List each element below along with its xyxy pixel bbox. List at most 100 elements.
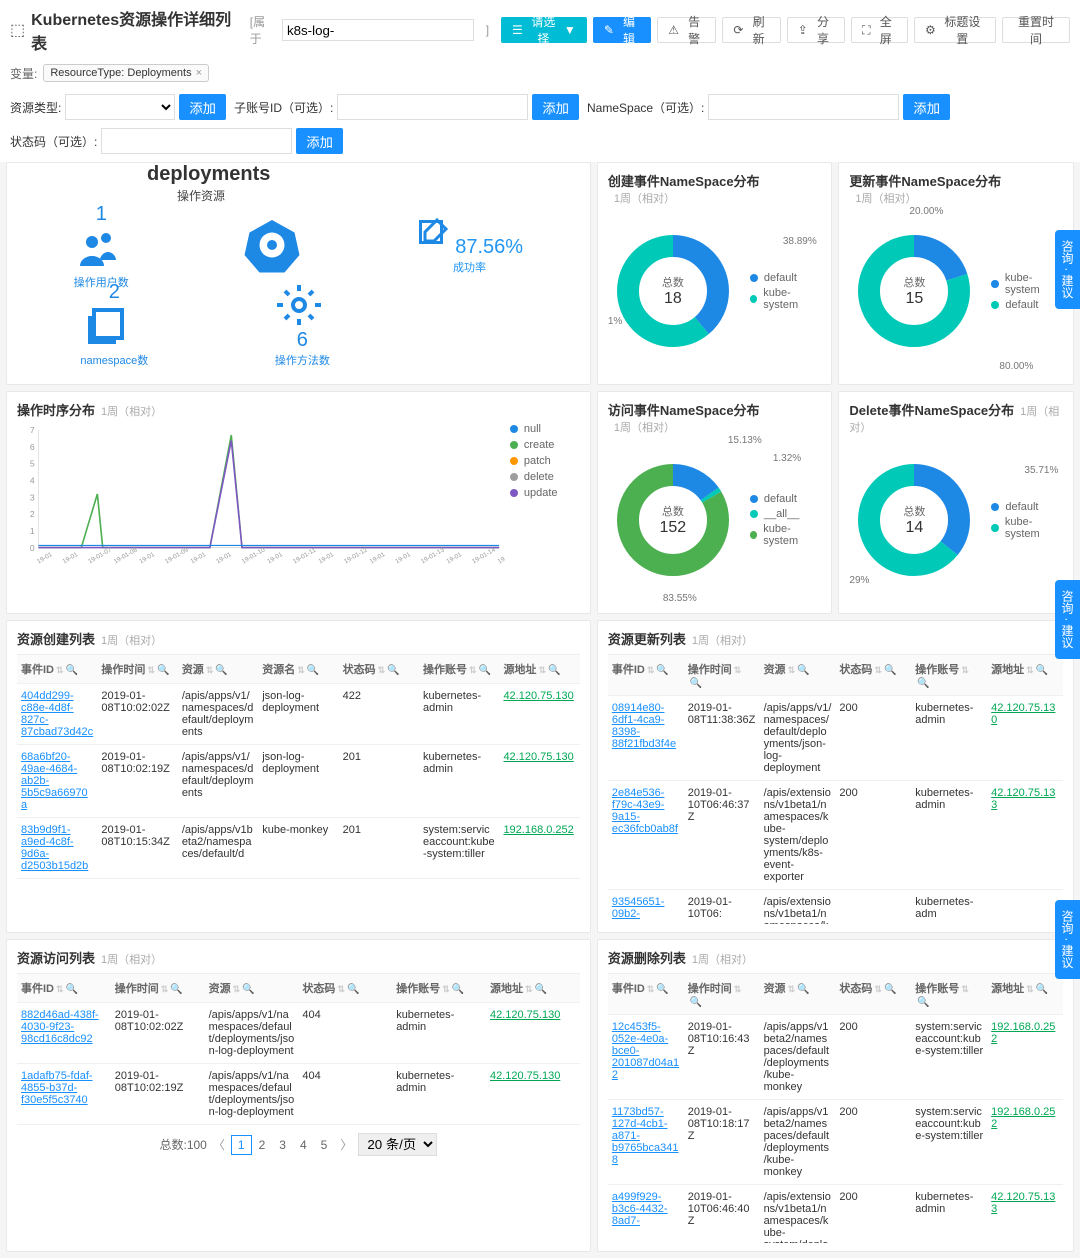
donut-update-panel: 更新事件NameSpace分布1周（相对） 总数15kube-systemdef… (838, 162, 1074, 385)
legend-item[interactable]: default (991, 299, 1063, 311)
table-header[interactable]: 事件ID⇅🔍 (608, 974, 684, 1015)
table-cell: /apis/apps/v1/namespaces/default/deploym… (760, 696, 836, 781)
resource-type-select[interactable] (65, 94, 175, 120)
edit-button[interactable]: ✎ 编辑 (593, 17, 651, 43)
alert-button[interactable]: ⚠ 告警 (657, 17, 716, 43)
add-resource-type-button[interactable]: 添加 (179, 94, 226, 120)
table-cell[interactable]: 93545651-09b2- (608, 890, 684, 925)
add-namespace-button[interactable]: 添加 (903, 94, 950, 120)
table-header[interactable]: 资源名⇅🔍 (258, 655, 338, 684)
table-header[interactable]: 状态码⇅🔍 (835, 655, 911, 696)
table-header[interactable]: 源地址⇅🔍 (499, 655, 579, 684)
legend-item[interactable]: delete (510, 471, 580, 483)
select-button[interactable]: ☰ 请选择 ▼ (501, 17, 587, 43)
table-header[interactable]: 操作账号⇅🔍 (392, 974, 486, 1003)
page-next[interactable]: 〉 (340, 1136, 352, 1153)
table-cell[interactable]: 42.120.75.133 (987, 1185, 1063, 1244)
namespace-input[interactable] (708, 94, 899, 120)
page-number[interactable]: 1 (231, 1135, 252, 1155)
table-cell[interactable]: 08914e80-6df1-4ca9-8398-88f21fbd3f4e (608, 696, 684, 781)
table-header[interactable]: 资源⇅🔍 (760, 974, 836, 1015)
table-cell[interactable]: 42.120.75.130 (486, 1003, 580, 1064)
title-settings-button[interactable]: ⚙ 标题设置 (914, 17, 996, 43)
table-header[interactable]: 源地址⇅🔍 (486, 974, 580, 1003)
legend-item[interactable]: kube-system (750, 287, 822, 311)
table-header[interactable]: 状态码⇅🔍 (835, 974, 911, 1015)
legend-item[interactable]: create (510, 439, 580, 451)
table-cell[interactable]: 192.168.0.252 (499, 818, 579, 879)
page-number[interactable]: 3 (272, 1135, 293, 1155)
table-cell: system:serviceaccount:kube-system:tiller (419, 818, 499, 879)
page-prev[interactable]: 〈 (213, 1136, 225, 1153)
table-cell[interactable]: 1adafb75-fdaf-4855-b37d-f30e5f5c3740 (17, 1064, 111, 1125)
share-button[interactable]: ⇪ 分享 (787, 17, 845, 43)
donut-access-title: 访问事件NameSpace分布 (608, 403, 760, 418)
table-header[interactable]: 操作时间⇅🔍 (684, 974, 760, 1015)
table-header[interactable]: 事件ID⇅🔍 (17, 655, 97, 684)
table-header[interactable]: 资源⇅🔍 (205, 974, 299, 1003)
feedback-tab-3[interactable]: 咨询 · 建议 (1055, 900, 1080, 979)
table-header[interactable]: 事件ID⇅🔍 (608, 655, 684, 696)
table-header[interactable]: 资源⇅🔍 (178, 655, 258, 684)
table-header[interactable]: 操作时间⇅🔍 (97, 655, 177, 684)
reset-time-button[interactable]: 重置时间 (1002, 17, 1070, 43)
legend-item[interactable]: default (991, 501, 1063, 513)
legend-item[interactable]: default (750, 493, 822, 505)
table-row: 12c453f5-052e-4e0a-bce0-201087d04a122019… (608, 1015, 1063, 1100)
belong-input[interactable] (282, 19, 474, 41)
feedback-tab-2[interactable]: 咨询 · 建议 (1055, 580, 1080, 659)
metric-users-label: 操作用户数 (74, 274, 129, 290)
table-cell[interactable]: 404dd299-c88e-4d8f-827c-87cbad73d42c (17, 684, 97, 745)
page-number[interactable]: 5 (314, 1135, 335, 1155)
table-cell[interactable]: 83b9d9f1-a9ed-4c8f-9d6a-d2503b15d2b (17, 818, 97, 879)
table-header[interactable]: 操作账号⇅🔍 (911, 974, 987, 1015)
table-cell: kubernetes-admin (419, 684, 499, 745)
page-number[interactable]: 4 (293, 1135, 314, 1155)
legend-item[interactable]: null (510, 423, 580, 435)
table-header[interactable]: 状态码⇅🔍 (339, 655, 419, 684)
table-cell[interactable]: 192.168.0.252 (987, 1015, 1063, 1100)
legend-item[interactable]: kube-system (750, 523, 822, 547)
table-header[interactable]: 源地址⇅🔍 (987, 974, 1063, 1015)
table-header[interactable]: 操作时间⇅🔍 (111, 974, 205, 1003)
table-cell[interactable]: a499f929-b3c6-4432-8ad7- (608, 1185, 684, 1244)
table-cell[interactable]: 1173bd57-127d-4cb1-a871-b9765bca3418 (608, 1100, 684, 1185)
legend-item[interactable]: patch (510, 455, 580, 467)
legend-item[interactable]: kube-system (991, 516, 1063, 540)
table-header[interactable]: 操作时间⇅🔍 (684, 655, 760, 696)
feedback-tab-1[interactable]: 咨询 · 建议 (1055, 230, 1080, 309)
table-cell[interactable]: 12c453f5-052e-4e0a-bce0-201087d04a12 (608, 1015, 684, 1100)
legend-item[interactable]: __all__ (750, 508, 822, 520)
table-cell[interactable]: 42.120.75.130 (499, 684, 579, 745)
table-header[interactable]: 状态码⇅🔍 (298, 974, 392, 1003)
table-cell[interactable]: 42.120.75.130 (987, 696, 1063, 781)
table-cell[interactable]: 42.120.75.130 (486, 1064, 580, 1125)
table-header[interactable]: 操作账号⇅🔍 (911, 655, 987, 696)
table-cell[interactable]: 42.120.75.130 (499, 745, 579, 818)
table-header[interactable]: 源地址⇅🔍 (987, 655, 1063, 696)
refresh-button[interactable]: ⟳ 刷新 (722, 17, 780, 43)
table-cell[interactable]: 68a6bf20-49ae-4684-ab2b-5b5c9a66970a (17, 745, 97, 818)
legend-item[interactable]: kube-system (991, 272, 1063, 296)
namespace-label: NameSpace（可选）: (587, 99, 704, 116)
legend-item[interactable]: default (750, 272, 822, 284)
fullscreen-button[interactable]: ⛶ 全屏 (851, 17, 908, 43)
table-header[interactable]: 资源⇅🔍 (760, 655, 836, 696)
status-code-input[interactable] (101, 128, 292, 154)
close-icon[interactable]: × (196, 67, 202, 79)
add-status-code-button[interactable]: 添加 (296, 128, 343, 154)
per-page-select[interactable]: 20 条/页 (358, 1133, 437, 1156)
table-header[interactable]: 操作账号⇅🔍 (419, 655, 499, 684)
table-cell[interactable]: 42.120.75.133 (987, 781, 1063, 890)
metric-methods-num: 6 (297, 329, 308, 351)
table-header[interactable]: 事件ID⇅🔍 (17, 974, 111, 1003)
sub-account-input[interactable] (337, 94, 528, 120)
legend-item[interactable]: update (510, 487, 580, 499)
table-cell[interactable]: 2e84e536-f79c-43e9-9a15-ec36fcb0ab8f (608, 781, 684, 890)
page-number[interactable]: 2 (252, 1135, 273, 1155)
add-sub-account-button[interactable]: 添加 (532, 94, 579, 120)
table-cell[interactable]: 192.168.0.252 (987, 1100, 1063, 1185)
table-cell[interactable]: 882d46ad-438f-4030-9f23-98cd16c8dc92 (17, 1003, 111, 1064)
variable-tag[interactable]: ResourceType: Deployments× (43, 64, 209, 82)
table-cell[interactable] (987, 890, 1063, 925)
